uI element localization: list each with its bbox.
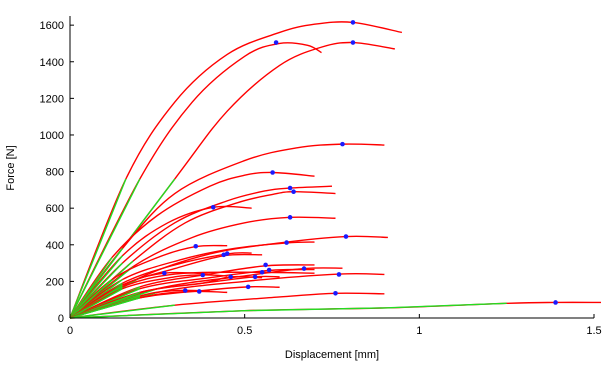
- series-line-16: [69, 268, 315, 319]
- elastic-segment-5: [69, 257, 113, 319]
- series-line-2: [69, 42, 322, 319]
- x-tick-label: 0.5: [237, 325, 252, 337]
- peak-point-26: [196, 289, 202, 294]
- peak-point-16: [266, 267, 272, 273]
- x-tick-label: 1.5: [586, 325, 601, 337]
- peak-markers: [162, 20, 558, 305]
- elastic-segment-12: [69, 279, 113, 319]
- peak-point-21: [200, 272, 206, 278]
- peak-point-10: [343, 234, 349, 239]
- peak-point-27: [333, 290, 338, 296]
- x-tick-label: 0: [67, 325, 73, 337]
- peak-point-28: [553, 300, 558, 305]
- series-line-13: [69, 252, 252, 319]
- peak-point-22: [252, 274, 258, 280]
- y-tick-label: 600: [46, 203, 64, 215]
- series-line-23: [69, 275, 263, 319]
- y-tick-label: 800: [46, 167, 64, 179]
- peak-point-17: [259, 269, 265, 275]
- peak-point-8: [210, 204, 216, 210]
- y-tick-label: 1200: [40, 93, 64, 105]
- peak-point-15: [263, 262, 268, 268]
- peak-point-24: [245, 284, 251, 290]
- elastic-segment-28: [69, 302, 507, 319]
- peak-point-12: [193, 243, 199, 249]
- y-tick-label: 0: [58, 313, 64, 325]
- peak-point-6: [287, 185, 293, 191]
- y-tick-label: 1600: [40, 20, 64, 32]
- peak-point-7: [291, 189, 296, 195]
- peak-point-9: [287, 215, 293, 220]
- peak-point-13: [224, 251, 230, 256]
- peak-point-20: [162, 270, 167, 276]
- series-line-6: [69, 185, 333, 319]
- peak-point-25: [182, 288, 188, 293]
- x-axis-title: Displacement [mm]: [285, 349, 379, 361]
- series-curves: [69, 21, 601, 319]
- elastic-segment-2: [69, 178, 141, 319]
- peak-point-5: [270, 170, 275, 175]
- elastic-segment-1: [69, 178, 127, 319]
- series-line-8: [69, 205, 252, 319]
- elastic-segment-21: [69, 288, 123, 319]
- peak-point-11: [284, 240, 289, 245]
- y-tick-label: 1000: [40, 130, 64, 142]
- peak-point-14: [221, 252, 227, 258]
- series-line-11: [69, 241, 315, 319]
- elastic-segment-8: [69, 255, 123, 319]
- y-axis-title: Force [N]: [5, 145, 17, 190]
- series-line-28: [69, 301, 601, 319]
- peak-point-2: [273, 40, 279, 45]
- axes: 0 0.5 1 1.5 0 200 400 600 800 1000 1200 1400 1600: [40, 16, 602, 337]
- series-line-12: [69, 244, 228, 319]
- y-tick-label: 200: [46, 276, 64, 288]
- peak-point-3: [350, 40, 356, 45]
- peak-point-1: [350, 20, 356, 25]
- peak-point-23: [228, 274, 233, 280]
- peak-point-18: [301, 266, 307, 271]
- peak-point-4: [340, 141, 345, 147]
- x-tick-label: 1: [416, 325, 422, 337]
- series-line-20: [69, 271, 210, 319]
- series-line-21: [69, 274, 228, 319]
- elastic-segment-27: [69, 304, 175, 319]
- elastic-segment-26: [69, 297, 141, 319]
- peak-point-19: [336, 272, 342, 277]
- y-tick-label: 400: [46, 240, 64, 252]
- y-tick-label: 1400: [40, 57, 64, 69]
